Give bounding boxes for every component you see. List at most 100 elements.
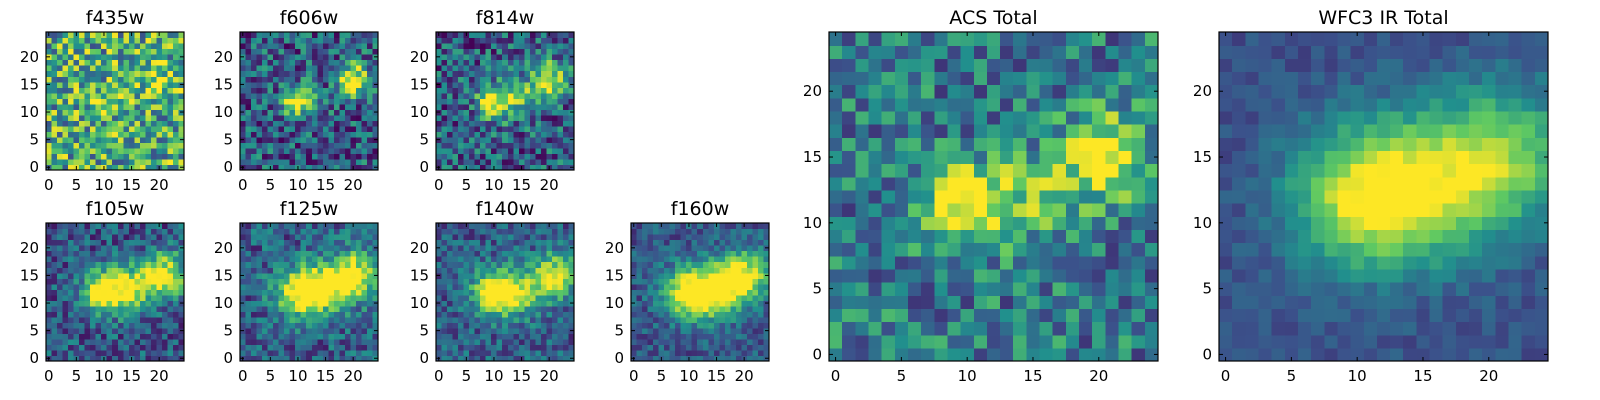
- heatmap-cell: [46, 59, 53, 66]
- heatmap-cell: [62, 272, 69, 279]
- heatmap-cell: [106, 48, 113, 55]
- heatmap-cell: [855, 347, 870, 362]
- heatmap-cell: [101, 131, 108, 138]
- y-tick-label: 10: [20, 294, 39, 312]
- heatmap-cell: [350, 131, 357, 138]
- heatmap-cell: [735, 289, 742, 296]
- heatmap-cell: [172, 300, 180, 307]
- heatmap-cell: [480, 43, 487, 50]
- heatmap-cell: [322, 125, 329, 132]
- heatmap-cell: [934, 334, 949, 349]
- heatmap-cell: [278, 305, 285, 312]
- heatmap-cell: [322, 349, 329, 357]
- heatmap-cell: [322, 311, 329, 318]
- heatmap-cell: [529, 234, 536, 241]
- heatmap-cell: [90, 92, 97, 99]
- heatmap-cell: [350, 87, 357, 94]
- heatmap-cell: [713, 300, 720, 307]
- heatmap-cell: [339, 289, 346, 296]
- heatmap-cell: [300, 164, 307, 171]
- heatmap-cell: [62, 120, 69, 127]
- heatmap-cell: [669, 267, 676, 274]
- heatmap-cell: [172, 327, 180, 334]
- heatmap-cell: [150, 239, 157, 246]
- heatmap-cell: [273, 98, 280, 105]
- heatmap-cell: [502, 59, 509, 66]
- heatmap-cell: [328, 54, 335, 61]
- heatmap-cell: [636, 316, 643, 323]
- heatmap-cell: [68, 37, 75, 44]
- heatmap-cell: [295, 338, 302, 346]
- heatmap-cell: [245, 32, 252, 39]
- heatmap-cell: [240, 344, 247, 351]
- heatmap-cell: [128, 234, 135, 241]
- heatmap-cell: [134, 153, 141, 160]
- heatmap-cell: [546, 87, 553, 94]
- heatmap-cell: [134, 261, 141, 268]
- heatmap-cell: [101, 109, 108, 116]
- heatmap-cell: [156, 300, 163, 307]
- heatmap-cell: [474, 98, 481, 105]
- heatmap-cell: [306, 32, 313, 39]
- heatmap-cell: [284, 267, 291, 274]
- heatmap-cell: [436, 261, 443, 268]
- heatmap-cell: [46, 261, 53, 268]
- heatmap-cell: [1144, 334, 1159, 349]
- heatmap-cell: [134, 311, 141, 318]
- heatmap-cell: [262, 147, 269, 155]
- heatmap-cell: [95, 81, 102, 88]
- heatmap-cell: [117, 125, 124, 132]
- heatmap-cell: [741, 289, 748, 296]
- heatmap-cell: [350, 261, 357, 268]
- heatmap-cell: [502, 103, 509, 110]
- heatmap-cell: [328, 344, 335, 351]
- heatmap-cell: [441, 250, 448, 257]
- heatmap-cell: [245, 289, 252, 296]
- heatmap-cell: [496, 76, 503, 83]
- heatmap-cell: [562, 289, 570, 296]
- heatmap-cell: [145, 81, 152, 88]
- heatmap-cell: [447, 355, 454, 362]
- heatmap-cell: [469, 164, 476, 171]
- heatmap-cell: [507, 228, 514, 235]
- heatmap-cell: [557, 316, 564, 323]
- heatmap-cell: [139, 333, 146, 340]
- heatmap-cell: [350, 327, 357, 334]
- heatmap-cell: [117, 349, 124, 357]
- heatmap-cell: [90, 278, 97, 285]
- heatmap-cell: [57, 294, 64, 301]
- heatmap-cell: [339, 164, 346, 171]
- heatmap-cell: [557, 294, 564, 301]
- heatmap-cell: [68, 256, 75, 263]
- heatmap-cell: [240, 98, 247, 105]
- heatmap-cell: [568, 70, 575, 77]
- heatmap-cell: [741, 250, 748, 257]
- heatmap-cell: [524, 305, 531, 312]
- heatmap-cell: [161, 272, 169, 279]
- heatmap-cell: [735, 333, 742, 340]
- heatmap-cell: [106, 267, 113, 274]
- heatmap-cell: [306, 338, 313, 346]
- heatmap-cell: [647, 300, 654, 307]
- y-tick-label: 10: [214, 103, 233, 121]
- heatmap-cell: [128, 153, 135, 160]
- heatmap-cell: [57, 223, 64, 230]
- heatmap-cell: [447, 59, 454, 66]
- heatmap-cell: [469, 59, 476, 66]
- heatmap-cell: [842, 255, 856, 270]
- heatmap-cell: [95, 278, 102, 285]
- heatmap-cell: [51, 81, 58, 88]
- heatmap-cell: [529, 32, 536, 39]
- heatmap-cell: [123, 300, 130, 307]
- heatmap-cell: [463, 114, 470, 121]
- heatmap-cell: [361, 70, 368, 77]
- heatmap-cell: [507, 239, 514, 246]
- heatmap-cell: [139, 228, 146, 235]
- heatmap-cell: [675, 344, 682, 351]
- heatmap-cell: [57, 256, 64, 263]
- heatmap-cell: [57, 81, 64, 88]
- heatmap-cell: [746, 267, 754, 274]
- heatmap-cell: [507, 355, 514, 362]
- heatmap-cell: [79, 223, 86, 230]
- heatmap-cell: [62, 327, 69, 334]
